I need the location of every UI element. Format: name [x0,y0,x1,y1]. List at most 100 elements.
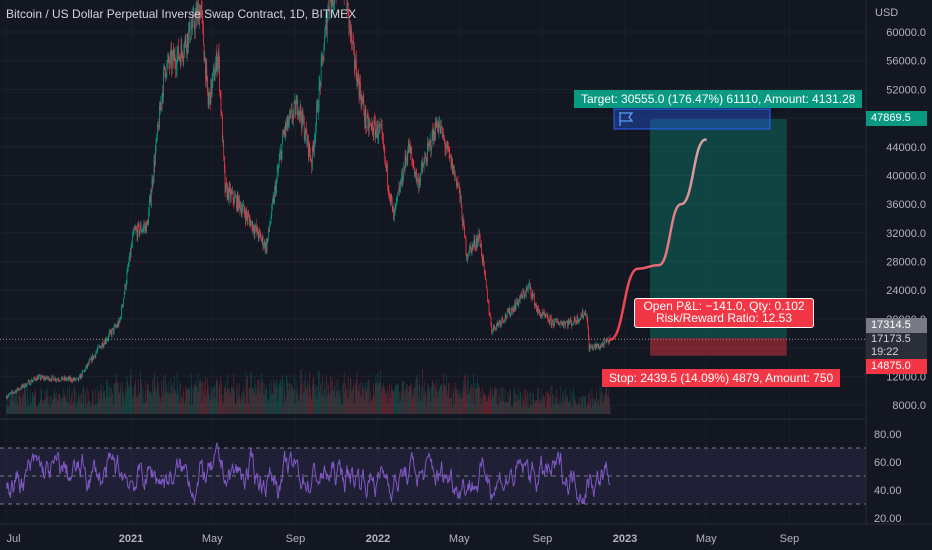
volume-bar [460,391,461,414]
rsi-tick-label: 20.00 [874,513,902,525]
candle-body [80,374,82,379]
volume-bar [437,391,439,414]
candle-body [600,345,601,348]
volume-bar [12,401,14,414]
candle-body [387,185,389,189]
candle-body [399,186,401,192]
candle-body [137,224,139,238]
volume-bar [253,388,254,414]
candle-body [229,186,231,188]
candle-body [376,124,377,132]
candle-body [268,228,270,230]
candle-body [210,79,212,105]
candle-body [586,315,587,317]
volume-bar [471,383,472,414]
candle-body [117,323,118,327]
y-tick-label: 36000.0 [886,199,926,211]
candle-body [527,286,529,290]
candle-body [19,388,21,390]
candle-body [579,317,581,322]
volume-bar [196,387,198,414]
candle-body [253,230,255,235]
pnl-line-2: Risk/Reward Ratio: 12.53 [655,311,793,325]
candle-body [359,82,361,97]
candles[interactable] [6,0,611,400]
candle-body [178,45,179,59]
candle-body [362,97,363,102]
volume-bar [72,405,74,414]
volume-bar [26,407,28,414]
volume-bar [230,387,232,414]
candle-body [571,324,573,326]
volume-bar [443,371,444,414]
candle-body [85,365,87,368]
volume-bar [285,395,287,414]
volume-bar [236,386,237,414]
volume-bar [590,407,592,414]
volume-bar [443,382,445,414]
volume-bar [191,385,193,414]
candle-body [537,308,539,313]
candle-body [279,154,281,160]
volume-bar [589,404,591,414]
volume-bar [165,374,166,414]
volume-bar [558,405,560,414]
candle-body [587,320,589,328]
candle-body [77,377,79,381]
candle-body [530,287,532,295]
volume-bar [477,387,479,414]
volume-bar [8,407,10,414]
candle-body [590,345,591,348]
volume-bar [133,396,135,414]
candle-body [215,53,217,66]
candle-body [211,79,212,94]
candle-body [101,343,103,347]
pnl-box[interactable]: Open P&L: −141.0, Qty: 0.102 Risk/Reward… [634,298,814,328]
volume-bar [527,391,528,414]
volume-bar [418,379,420,414]
volume-bar [295,403,296,414]
projection-curve[interactable] [608,138,707,341]
candle-body [332,0,334,5]
volume-bar [94,404,95,414]
y-tick-label: 28000.0 [886,257,926,269]
volume-bar [523,388,525,414]
candle-body [174,54,176,64]
volume-bar [299,394,300,414]
volume-bar [223,401,225,414]
candle-body [79,375,81,379]
volume-bar [277,401,279,414]
volume-bar [565,394,567,414]
volume-bar [450,398,451,414]
candle-body [300,106,302,118]
candle-body [374,120,375,123]
volume-bar [511,405,513,414]
candle-body [192,12,194,15]
volume-bar [515,402,517,414]
volume-bar [251,371,252,414]
volume-bar [524,406,526,414]
candle-body [355,60,357,79]
volume-bar [276,378,277,414]
candle-body [108,332,110,335]
rsi-pane[interactable] [0,442,866,505]
candle-body [199,9,201,18]
candle-body [307,136,309,156]
volume-bar [198,381,200,414]
candle-body [109,330,111,333]
candle-body [489,316,491,318]
volume-bar [182,398,183,414]
volume-bar [255,384,256,414]
candle-body [404,155,406,170]
candle-body [222,114,223,142]
target-label[interactable]: Target: 30555.0 (176.47%) 61110, Amount:… [574,90,863,108]
candle-body [66,379,68,381]
volume-bar [586,405,588,414]
candle-body [292,119,294,120]
candle-body [9,393,11,395]
candle-body [604,340,606,341]
stop-label[interactable]: Stop: 2439.5 (14.09%) 4879, Amount: 750 [602,369,841,387]
candle-body [17,387,19,391]
candle-body [331,0,333,8]
candle-body [497,323,499,324]
